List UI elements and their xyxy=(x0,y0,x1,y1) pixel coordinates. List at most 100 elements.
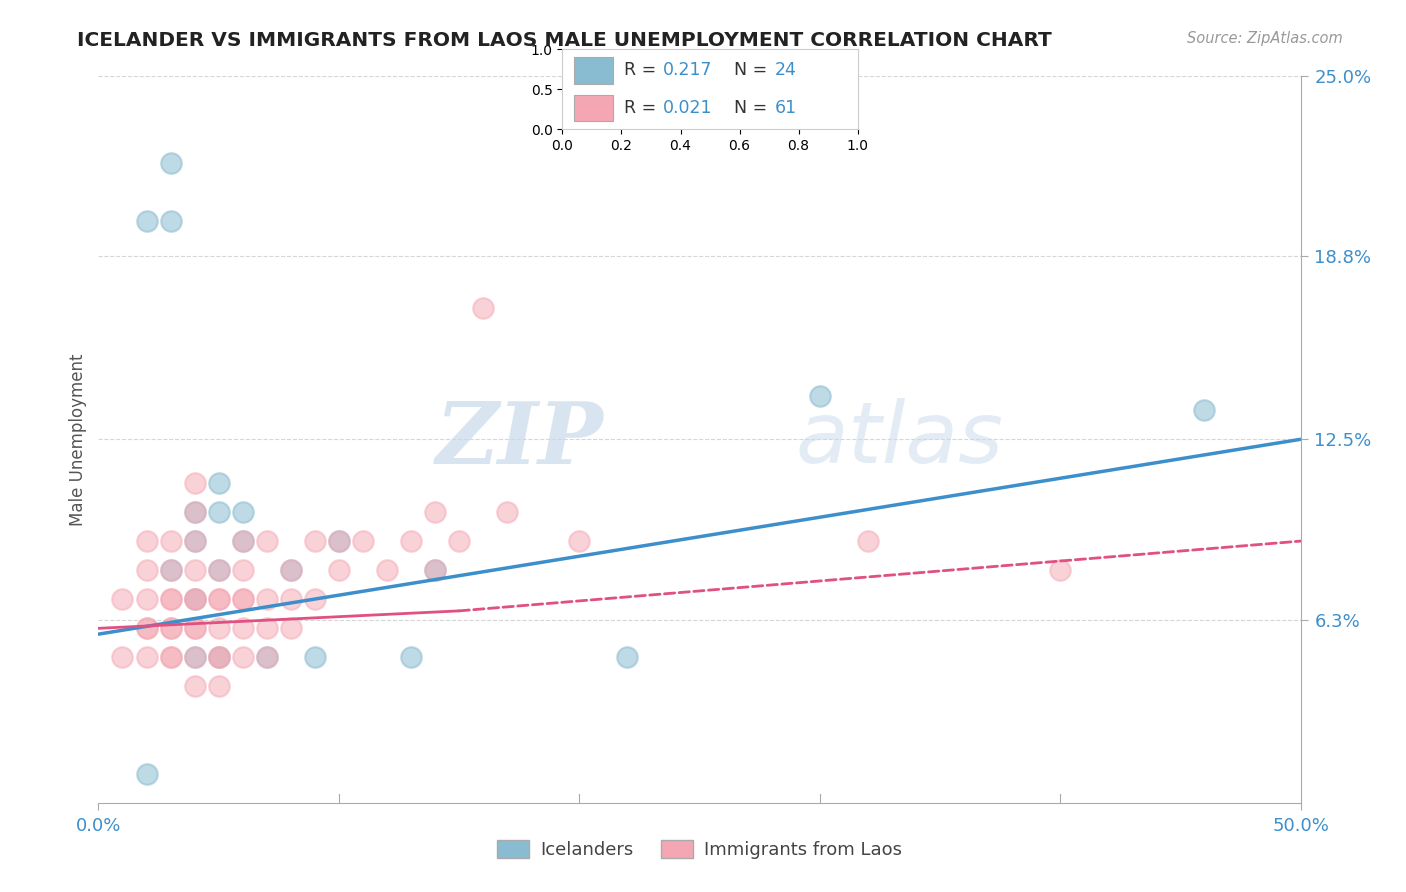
Point xyxy=(183,621,205,635)
Point xyxy=(568,534,591,549)
Point xyxy=(423,563,446,577)
Point xyxy=(328,534,350,549)
Point xyxy=(183,505,205,519)
Point xyxy=(232,563,254,577)
Point xyxy=(208,592,231,607)
Point xyxy=(135,621,157,635)
Point xyxy=(328,563,350,577)
Point xyxy=(135,534,157,549)
Point xyxy=(208,650,231,665)
Point xyxy=(159,563,181,577)
Text: 61: 61 xyxy=(775,99,797,117)
Point xyxy=(423,563,446,577)
Point xyxy=(183,680,205,694)
Point xyxy=(304,650,326,665)
Point xyxy=(208,650,231,665)
Point xyxy=(280,592,302,607)
Point xyxy=(159,650,181,665)
Point xyxy=(808,389,831,403)
Point xyxy=(208,592,231,607)
Point xyxy=(256,592,278,607)
Point xyxy=(232,592,254,607)
Point xyxy=(159,563,181,577)
Point xyxy=(856,534,879,549)
Point xyxy=(496,505,519,519)
Point xyxy=(375,563,398,577)
Point xyxy=(183,592,205,607)
Text: ICELANDER VS IMMIGRANTS FROM LAOS MALE UNEMPLOYMENT CORRELATION CHART: ICELANDER VS IMMIGRANTS FROM LAOS MALE U… xyxy=(77,31,1052,50)
Point xyxy=(183,621,205,635)
Point xyxy=(159,156,181,170)
Point xyxy=(280,563,302,577)
Point xyxy=(183,592,205,607)
Point xyxy=(447,534,470,549)
Legend: Icelanders, Immigrants from Laos: Icelanders, Immigrants from Laos xyxy=(489,833,910,866)
Point xyxy=(208,650,231,665)
Text: Source: ZipAtlas.com: Source: ZipAtlas.com xyxy=(1187,31,1343,46)
Point xyxy=(135,650,157,665)
Point xyxy=(304,592,326,607)
Point xyxy=(616,650,638,665)
Point xyxy=(135,214,157,228)
Point xyxy=(1049,563,1071,577)
Point xyxy=(208,475,231,490)
Point xyxy=(399,650,422,665)
Point xyxy=(232,534,254,549)
Point xyxy=(111,650,134,665)
Point xyxy=(280,621,302,635)
Point xyxy=(280,563,302,577)
Point xyxy=(159,534,181,549)
Point xyxy=(183,563,205,577)
Bar xyxy=(574,57,613,84)
Point xyxy=(159,592,181,607)
Text: N =: N = xyxy=(734,99,772,117)
Point xyxy=(135,621,157,635)
Point xyxy=(159,214,181,228)
Point xyxy=(1194,403,1216,417)
Point xyxy=(159,621,181,635)
Point xyxy=(208,680,231,694)
Point xyxy=(159,621,181,635)
Point xyxy=(183,505,205,519)
Bar xyxy=(574,95,613,121)
Point xyxy=(423,505,446,519)
Y-axis label: Male Unemployment: Male Unemployment xyxy=(69,353,87,525)
Point xyxy=(232,592,254,607)
Point xyxy=(399,534,422,549)
Point xyxy=(183,534,205,549)
Point xyxy=(232,505,254,519)
Point xyxy=(328,534,350,549)
Text: atlas: atlas xyxy=(796,398,1004,481)
Point xyxy=(183,475,205,490)
Point xyxy=(256,650,278,665)
Point xyxy=(256,534,278,549)
Text: 24: 24 xyxy=(775,62,797,79)
Point xyxy=(183,592,205,607)
Point xyxy=(135,563,157,577)
Point xyxy=(183,534,205,549)
Text: 0.021: 0.021 xyxy=(662,99,713,117)
Point xyxy=(208,621,231,635)
Point xyxy=(256,650,278,665)
Point xyxy=(232,534,254,549)
Point xyxy=(208,505,231,519)
Point xyxy=(159,592,181,607)
Text: N =: N = xyxy=(734,62,772,79)
Text: ZIP: ZIP xyxy=(436,398,603,481)
Point xyxy=(111,592,134,607)
Point xyxy=(183,650,205,665)
Point xyxy=(352,534,374,549)
Point xyxy=(208,563,231,577)
Point xyxy=(472,301,495,316)
Point xyxy=(135,592,157,607)
Point xyxy=(208,563,231,577)
Text: R =: R = xyxy=(624,99,662,117)
Point xyxy=(256,621,278,635)
Text: R =: R = xyxy=(624,62,662,79)
Point xyxy=(232,650,254,665)
Text: 0.217: 0.217 xyxy=(662,62,713,79)
Point xyxy=(159,650,181,665)
Point xyxy=(232,621,254,635)
Point xyxy=(304,534,326,549)
Point xyxy=(183,650,205,665)
